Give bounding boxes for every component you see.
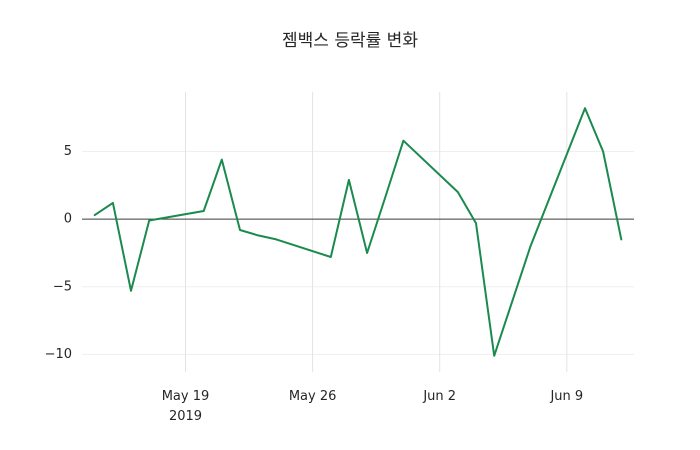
x-tick-label: Jun 9 [549,389,583,404]
x-tick-label: May 26 [289,389,337,404]
y-tick-label: −10 [45,347,72,362]
y-tick-label: 0 [64,212,72,227]
x-tick-label: May 19 [162,389,210,404]
y-tick-label: 5 [64,144,72,159]
y-tick-label: −5 [53,279,72,294]
x-tick-year-label: 2019 [169,409,202,424]
price-change-line [93,107,623,357]
chart-title: 젬백스 등락률 변화 [282,31,418,51]
x-tick-label: Jun 2 [422,389,456,404]
